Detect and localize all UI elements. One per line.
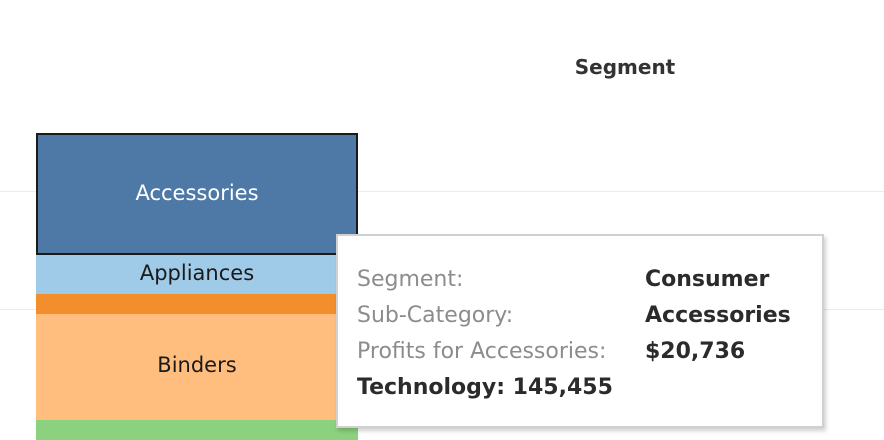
tooltip-segment-key: Segment: xyxy=(357,267,464,292)
tooltip-profit-value: $20,736 xyxy=(645,339,746,364)
segment-column-header: Segment xyxy=(574,55,676,79)
tooltip-subcategory-key: Sub-Category: xyxy=(357,303,514,328)
tooltip-subcategory-value: Accessories xyxy=(645,303,791,328)
bar-label-binders: Binders xyxy=(157,353,237,377)
bar-segment-appliances[interactable]: Appliances xyxy=(36,255,358,294)
bar-segment-accessories[interactable]: Accessories xyxy=(36,133,358,255)
bar-segment-orange[interactable] xyxy=(36,294,358,314)
bar-segment-binders[interactable]: Binders xyxy=(36,314,358,420)
gridline xyxy=(0,191,884,192)
bar-segment-green[interactable] xyxy=(36,420,358,440)
tooltip-profit-key: Profits for Accessories: xyxy=(357,339,607,364)
stacked-bar: Accessories Appliances Binders xyxy=(36,133,358,440)
bar-label-accessories: Accessories xyxy=(135,181,259,205)
tooltip: Segment: Consumer Sub-Category: Accessor… xyxy=(336,234,824,428)
tooltip-summary: Technology: 145,455 xyxy=(357,375,613,400)
bar-label-appliances: Appliances xyxy=(139,261,255,285)
tooltip-segment-value: Consumer xyxy=(645,267,770,292)
